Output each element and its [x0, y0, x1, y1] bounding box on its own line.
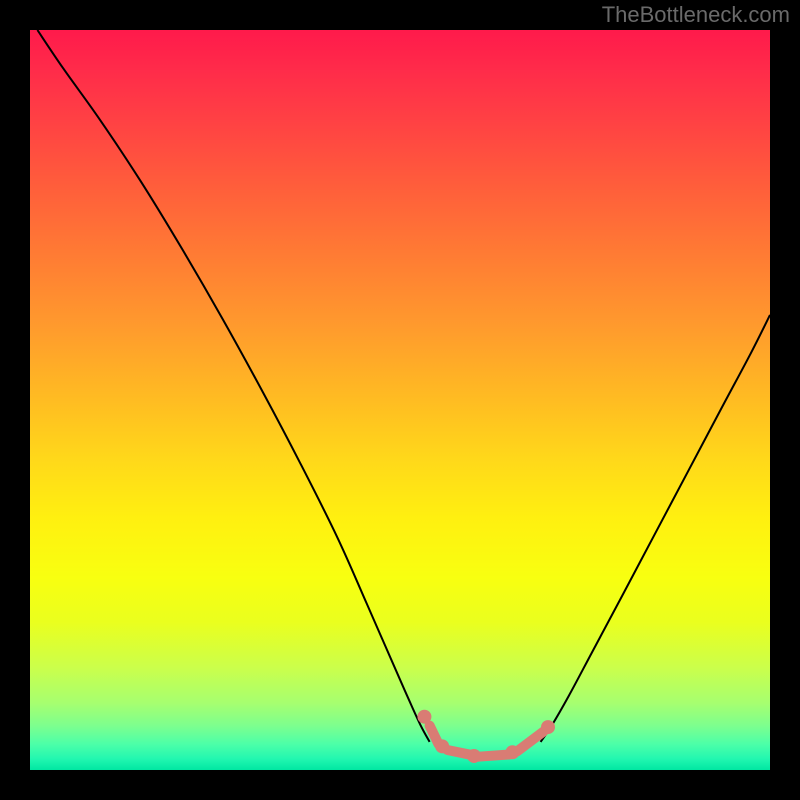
- curve-right-branch: [541, 315, 770, 742]
- watermark-text: TheBottleneck.com: [602, 0, 800, 28]
- chart-svg: [30, 30, 770, 770]
- highlight-stroke: [517, 732, 544, 752]
- curve-left-branch: [37, 30, 429, 742]
- highlight-stroke: [430, 726, 439, 745]
- highlight-marker: [417, 710, 431, 724]
- highlight-stroke: [478, 754, 509, 756]
- highlight-marker: [435, 739, 449, 753]
- highlight-marker: [541, 720, 555, 734]
- canvas: TheBottleneck.com: [0, 0, 800, 800]
- highlight-marker: [467, 749, 481, 763]
- plot-area: [30, 30, 770, 770]
- highlight-marker: [505, 745, 519, 759]
